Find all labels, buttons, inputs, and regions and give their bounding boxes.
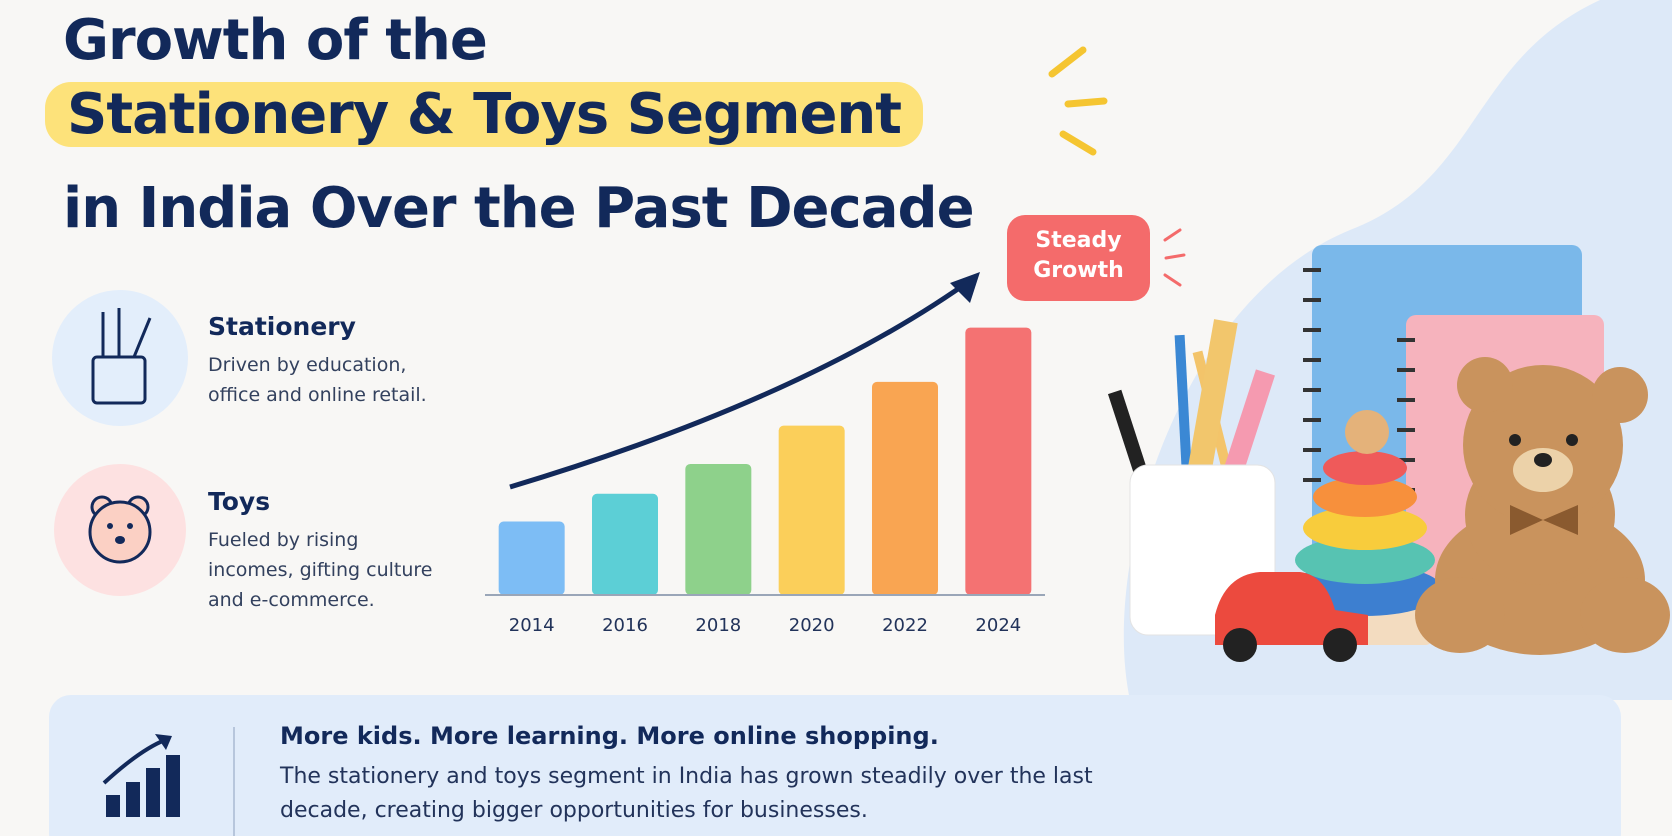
badge [1007, 215, 1150, 301]
bar [592, 493, 658, 595]
x-tick-label: 2024 [975, 615, 1021, 636]
bear-nose [1534, 453, 1552, 467]
marker [1107, 389, 1150, 480]
segment-description: Fueled by rising incomes, gifting cultur… [208, 529, 433, 611]
wheel [1323, 628, 1357, 662]
x-tick-label: 2018 [695, 615, 741, 636]
badge-text: Steady Growth [1033, 228, 1124, 283]
sparkle [1048, 46, 1108, 156]
footer-icon-arrow [102, 738, 166, 785]
title-line: Growth of the [63, 8, 488, 73]
x-tick-label: 2014 [509, 615, 555, 636]
title-line: Stationery & Toys Segment [45, 82, 924, 147]
wheel [1223, 628, 1257, 662]
x-tick-label: 2022 [882, 615, 928, 636]
pencil [1174, 334, 1192, 476]
footer-panel [49, 695, 1621, 836]
bar [872, 381, 938, 595]
bear-muzzle [1513, 448, 1573, 492]
segment-description: Driven by education, office and online r… [208, 354, 427, 406]
footer-icon [106, 755, 180, 817]
bar [498, 521, 565, 595]
badge-sparkle [1163, 228, 1186, 287]
ring [1295, 536, 1435, 584]
marker [1221, 369, 1275, 481]
ring [1323, 451, 1407, 485]
ring [1303, 506, 1427, 550]
stationery-icon [91, 308, 152, 405]
bar [965, 327, 1032, 595]
teddy-bear [1415, 357, 1670, 655]
title-line: in India Over the Past Decade [63, 176, 975, 241]
arrow-head [950, 272, 980, 303]
bar [685, 463, 752, 595]
chart: 2014 2016 2018 2020 2022 2024 [485, 327, 1045, 636]
bear-eye [1566, 434, 1578, 446]
ring-top [1345, 410, 1389, 454]
bear-eye [1509, 434, 1521, 446]
footer-body: The stationery and toys segment in India… [280, 764, 1093, 823]
ring [1313, 477, 1417, 517]
footer-headline: More kids. More learning. More online sh… [280, 722, 939, 750]
x-tick-label: 2016 [602, 615, 648, 636]
bar [778, 425, 845, 595]
segment-title: Toys [208, 487, 271, 516]
footer-icon-arrow-head [155, 734, 172, 750]
bear-bow [1510, 505, 1578, 535]
trend-arrow [509, 274, 977, 490]
x-tick-label: 2020 [789, 615, 835, 636]
ruler [1186, 319, 1238, 481]
toy-car [1215, 572, 1368, 645]
toys-icon [88, 495, 152, 564]
segment-title: Stationery [208, 312, 356, 341]
